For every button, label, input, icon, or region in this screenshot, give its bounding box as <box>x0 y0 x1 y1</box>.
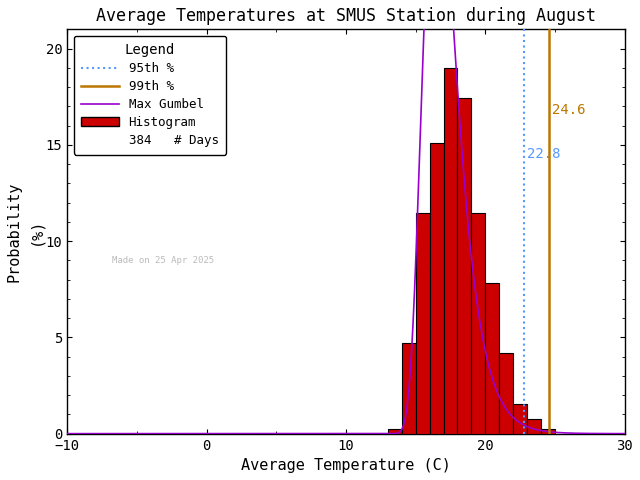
Legend: 95th %, 99th %, Max Gumbel, Histogram, 384   # Days: 95th %, 99th %, Max Gumbel, Histogram, 3… <box>74 36 226 155</box>
Bar <box>513 404 527 433</box>
Y-axis label: Probability
(%): Probability (%) <box>7 181 43 282</box>
Bar <box>472 213 485 433</box>
Bar <box>402 343 415 433</box>
Text: 22.8: 22.8 <box>527 147 561 161</box>
Bar <box>388 429 402 433</box>
Bar <box>485 283 499 433</box>
Bar <box>541 429 555 433</box>
Bar <box>444 68 458 433</box>
Bar <box>415 213 429 433</box>
Title: Average Temperatures at SMUS Station during August: Average Temperatures at SMUS Station dur… <box>96 7 596 25</box>
Text: Made on 25 Apr 2025: Made on 25 Apr 2025 <box>112 256 214 264</box>
Bar <box>458 97 472 433</box>
Text: 24.6: 24.6 <box>552 103 586 117</box>
Bar <box>527 419 541 433</box>
X-axis label: Average Temperature (C): Average Temperature (C) <box>241 458 451 473</box>
Bar <box>429 143 444 433</box>
Bar <box>499 353 513 433</box>
